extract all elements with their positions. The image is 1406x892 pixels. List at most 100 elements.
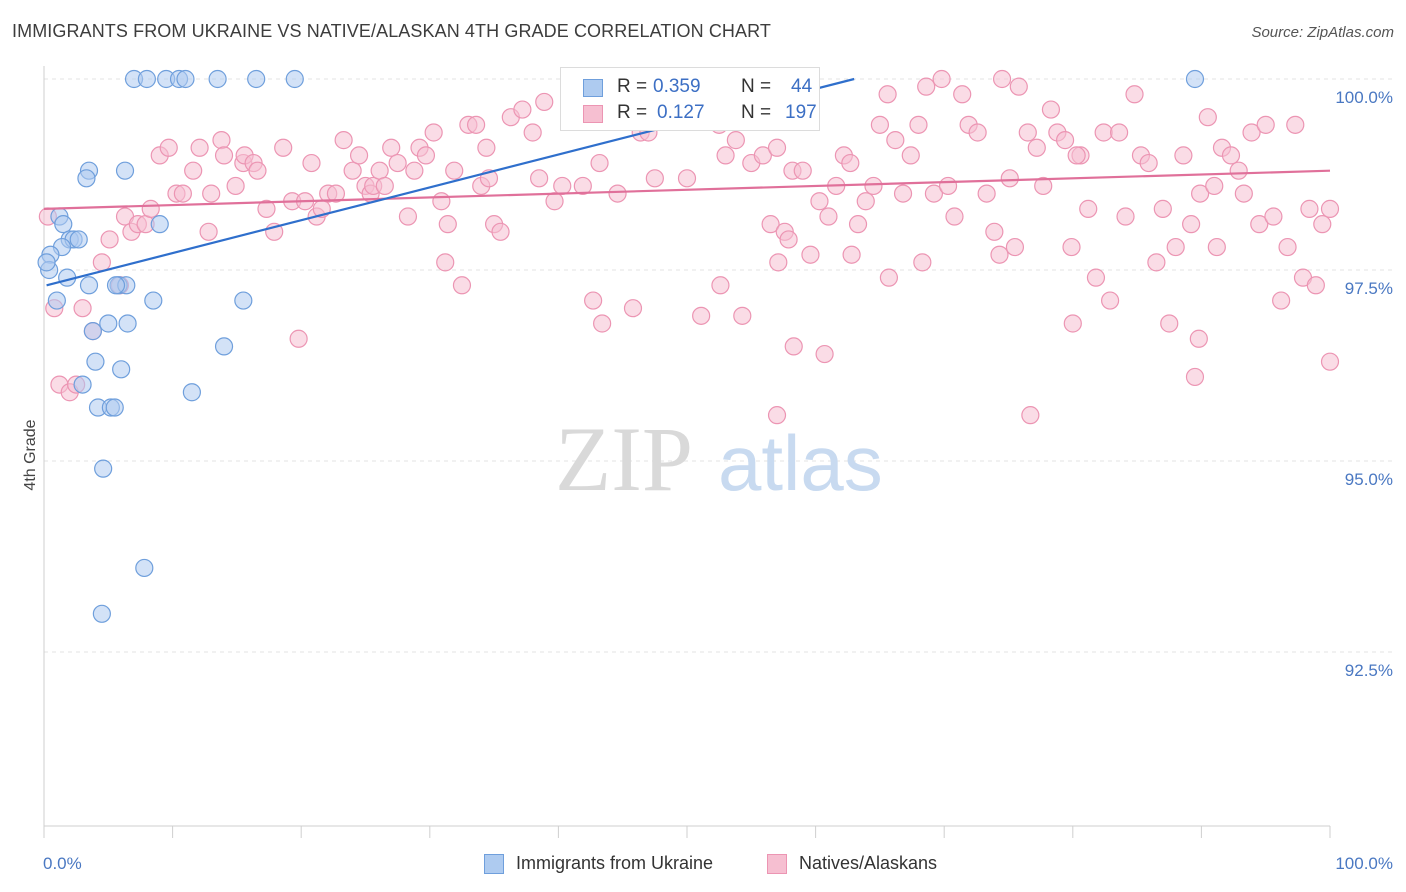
data-point bbox=[1027, 138, 1046, 157]
legend-n-value: 197 bbox=[785, 102, 817, 123]
data-point bbox=[1174, 146, 1193, 165]
data-point bbox=[118, 314, 137, 333]
data-point bbox=[879, 268, 899, 287]
data-point bbox=[990, 245, 1009, 264]
data-point bbox=[112, 360, 131, 379]
data-point bbox=[202, 184, 221, 203]
legend-n-label: N = bbox=[741, 76, 772, 97]
data-point bbox=[769, 253, 788, 272]
data-point bbox=[573, 176, 592, 196]
data-point bbox=[856, 192, 875, 211]
data-point bbox=[106, 276, 126, 295]
data-point bbox=[793, 161, 812, 180]
data-point bbox=[977, 184, 996, 203]
legend-swatch-pink bbox=[767, 854, 787, 874]
legend-r-label: R = bbox=[617, 102, 648, 123]
data-point bbox=[100, 230, 119, 249]
legend-r-value: 0.359 bbox=[653, 76, 701, 97]
data-point bbox=[54, 215, 73, 234]
legend-n-value: 44 bbox=[791, 76, 813, 97]
data-point bbox=[234, 291, 253, 310]
watermark-atlas: atlas bbox=[718, 419, 883, 507]
data-point bbox=[1207, 237, 1226, 257]
data-point bbox=[1198, 108, 1217, 127]
data-point bbox=[416, 146, 436, 165]
data-point bbox=[105, 398, 124, 417]
data-point bbox=[1139, 153, 1158, 173]
data-point bbox=[1018, 123, 1037, 142]
data-point bbox=[779, 230, 798, 249]
legend-swatch-pink bbox=[583, 105, 603, 123]
data-point bbox=[1300, 199, 1319, 218]
data-point bbox=[47, 291, 66, 310]
data-point bbox=[375, 176, 394, 196]
data-point bbox=[115, 161, 135, 180]
data-point bbox=[938, 176, 958, 196]
legend-swatch-blue bbox=[484, 854, 504, 874]
legend-item-label: Immigrants from Ukraine bbox=[516, 853, 714, 873]
data-point bbox=[1185, 69, 1205, 89]
data-point bbox=[257, 199, 276, 218]
watermark-zip: ZIP bbox=[555, 408, 693, 510]
data-point bbox=[733, 306, 752, 325]
data-point bbox=[1205, 176, 1224, 196]
data-point bbox=[590, 153, 609, 173]
data-point bbox=[819, 207, 838, 226]
data-point bbox=[711, 276, 730, 295]
trend-line-natives bbox=[43, 169, 1331, 210]
data-point bbox=[692, 306, 711, 325]
data-point bbox=[1094, 123, 1113, 142]
data-point bbox=[553, 176, 572, 196]
data-point bbox=[545, 192, 564, 211]
data-point bbox=[1009, 77, 1028, 96]
data-point bbox=[79, 276, 99, 295]
data-point bbox=[184, 161, 203, 180]
data-point bbox=[176, 69, 195, 89]
data-point bbox=[1055, 131, 1075, 150]
data-point bbox=[370, 161, 389, 180]
y-tick-label: 97.5% bbox=[1345, 279, 1393, 298]
data-point bbox=[247, 69, 266, 89]
data-point bbox=[452, 276, 472, 295]
data-point bbox=[182, 383, 201, 402]
data-point bbox=[1278, 237, 1297, 257]
data-point bbox=[150, 215, 169, 234]
data-point bbox=[405, 161, 424, 180]
data-point bbox=[801, 245, 820, 264]
data-point bbox=[1221, 146, 1241, 165]
data-point bbox=[226, 176, 245, 196]
data-point bbox=[1264, 207, 1283, 226]
data-point bbox=[208, 69, 227, 89]
data-point bbox=[893, 184, 913, 203]
data-point bbox=[584, 291, 603, 310]
data-point bbox=[1160, 314, 1179, 333]
data-point bbox=[1191, 184, 1210, 203]
zipatlas-watermark: ZIP atlas bbox=[555, 408, 883, 510]
data-point bbox=[1079, 199, 1098, 218]
data-point bbox=[1125, 85, 1144, 104]
data-point bbox=[1067, 146, 1086, 165]
data-point bbox=[436, 253, 455, 272]
data-point bbox=[1286, 115, 1305, 134]
data-point bbox=[424, 123, 443, 142]
data-point bbox=[909, 115, 928, 134]
data-point bbox=[477, 138, 496, 157]
x-tick-label-min: 0.0% bbox=[43, 854, 82, 873]
data-point bbox=[1320, 352, 1340, 371]
data-point bbox=[1320, 199, 1340, 218]
data-point bbox=[73, 299, 92, 318]
data-point bbox=[382, 138, 401, 157]
data-point bbox=[677, 169, 697, 188]
x-ticks bbox=[43, 826, 1331, 838]
data-point bbox=[69, 230, 88, 249]
data-point bbox=[992, 69, 1012, 89]
series-legend: Immigrants from Ukraine Natives/Alaskans bbox=[0, 853, 1406, 877]
data-point bbox=[645, 169, 664, 188]
data-point bbox=[726, 131, 745, 150]
data-point bbox=[953, 85, 972, 104]
data-point bbox=[1306, 276, 1325, 295]
data-point bbox=[137, 69, 156, 89]
data-point bbox=[608, 184, 627, 203]
data-point bbox=[767, 138, 787, 157]
chart-source: Source: ZipAtlas.com bbox=[1251, 24, 1394, 41]
